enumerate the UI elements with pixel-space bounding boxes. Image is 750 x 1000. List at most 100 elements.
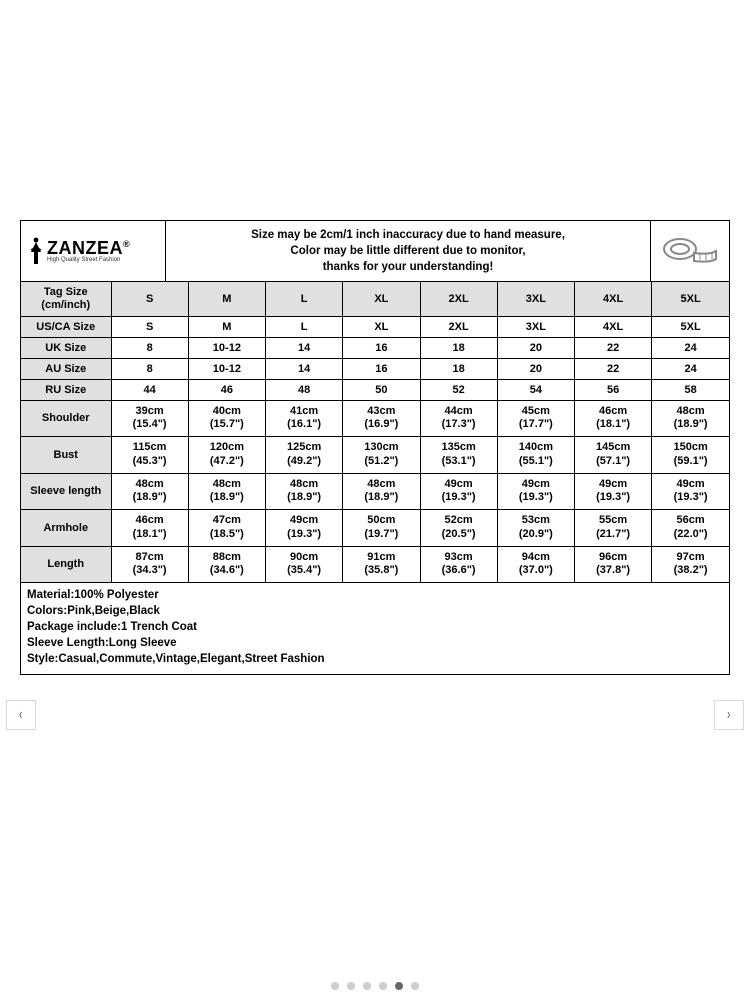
size-notice: Size may be 2cm/1 inch inaccuracy due to… [166,221,651,281]
gallery-dot[interactable] [395,982,403,990]
gallery-dot[interactable] [347,982,355,990]
measure-cell: 97cm(38.2") [652,546,729,583]
size-cell: M [188,316,265,337]
size-cell: 54 [497,379,574,400]
gallery-dots [0,982,750,990]
size-cell: 50 [343,379,420,400]
gallery-dot[interactable] [331,982,339,990]
measure-cell: 49cm(19.3") [575,473,652,510]
measure-cell: 49cm(19.3") [652,473,729,510]
row-label: AU Size [21,358,111,379]
brand-name: ZANZEA® [47,239,130,257]
size-cell: 14 [266,337,343,358]
measure-cell: 47cm(18.5") [188,510,265,547]
tape-measure-icon [651,221,729,281]
size-cell: 14 [266,358,343,379]
note-line: Package include:1 Trench Coat [27,619,723,635]
size-cell: 18 [420,358,497,379]
size-cell: 58 [652,379,729,400]
size-cell: 10-12 [188,337,265,358]
size-cell: 56 [575,379,652,400]
row-label: Armhole [21,510,111,547]
measure-cell: 46cm(18.1") [111,510,188,547]
size-cell: 24 [652,358,729,379]
size-cell: 46 [188,379,265,400]
row-label: Sleeve length [21,473,111,510]
size-cell: 2XL [420,316,497,337]
size-col-header: 5XL [652,282,729,316]
size-cell: 16 [343,337,420,358]
measure-cell: 93cm(36.6") [420,546,497,583]
measure-cell: 39cm(15.4") [111,400,188,437]
brand-tagline: High Quality Street Fashion [47,257,130,263]
measure-cell: 55cm(21.7") [575,510,652,547]
measure-cell: 49cm(19.3") [266,510,343,547]
note-line: Style:Casual,Commute,Vintage,Elegant,Str… [27,651,723,667]
note-line: Material:100% Polyester [27,587,723,603]
size-cell: 20 [497,358,574,379]
size-col-header: M [188,282,265,316]
size-cell: XL [343,316,420,337]
size-col-header: S [111,282,188,316]
row-label: Length [21,546,111,583]
measure-cell: 45cm(17.7") [497,400,574,437]
measure-cell: 87cm(34.3") [111,546,188,583]
measure-cell: 48cm(18.9") [188,473,265,510]
row-label: UK Size [21,337,111,358]
size-col-header: 2XL [420,282,497,316]
size-cell: 16 [343,358,420,379]
brand-logo-cell: ZANZEA® High Quality Street Fashion [21,221,166,281]
measure-cell: 48cm(18.9") [266,473,343,510]
measure-cell: 46cm(18.1") [575,400,652,437]
size-cell: 10-12 [188,358,265,379]
size-cell: 48 [266,379,343,400]
measure-cell: 135cm(53.1") [420,437,497,474]
brand-figure-icon [27,236,45,266]
row-label: RU Size [21,379,111,400]
measure-cell: 120cm(47.2") [188,437,265,474]
size-table: Tag Size(cm/inch)SMLXL2XL3XL4XL5XLUS/CA … [21,282,729,583]
measure-cell: 115cm(45.3") [111,437,188,474]
note-line: Sleeve Length:Long Sleeve [27,635,723,651]
measure-cell: 50cm(19.7") [343,510,420,547]
size-col-header: 4XL [575,282,652,316]
measure-cell: 44cm(17.3") [420,400,497,437]
gallery-dot[interactable] [363,982,371,990]
measure-cell: 49cm(19.3") [420,473,497,510]
size-cell: 18 [420,337,497,358]
row-label: Shoulder [21,400,111,437]
product-notes: Material:100% PolyesterColors:Pink,Beige… [21,583,729,673]
row-label: US/CA Size [21,316,111,337]
measure-cell: 56cm(22.0") [652,510,729,547]
measure-cell: 52cm(20.5") [420,510,497,547]
size-cell: 20 [497,337,574,358]
size-col-header: 3XL [497,282,574,316]
size-cell: L [266,316,343,337]
gallery-prev-button[interactable]: ‹ [6,700,36,730]
measure-cell: 48cm(18.9") [111,473,188,510]
measure-cell: 41cm(16.1") [266,400,343,437]
measure-cell: 48cm(18.9") [343,473,420,510]
size-col-header: L [266,282,343,316]
measure-cell: 125cm(49.2") [266,437,343,474]
size-cell: 8 [111,358,188,379]
gallery-dot[interactable] [379,982,387,990]
size-chart-card: ZANZEA® High Quality Street Fashion Size… [20,220,730,675]
size-cell: 22 [575,337,652,358]
size-cell: 22 [575,358,652,379]
size-cell: 44 [111,379,188,400]
measure-cell: 140cm(55.1") [497,437,574,474]
size-cell: 52 [420,379,497,400]
measure-cell: 96cm(37.8") [575,546,652,583]
row-label: Bust [21,437,111,474]
note-line: Colors:Pink,Beige,Black [27,603,723,619]
measure-cell: 48cm(18.9") [652,400,729,437]
size-cell: 4XL [575,316,652,337]
size-cell: 24 [652,337,729,358]
measure-cell: 88cm(34.6") [188,546,265,583]
gallery-dot[interactable] [411,982,419,990]
measure-cell: 40cm(15.7") [188,400,265,437]
size-cell: 8 [111,337,188,358]
gallery-next-button[interactable]: › [714,700,744,730]
size-cell: 3XL [497,316,574,337]
